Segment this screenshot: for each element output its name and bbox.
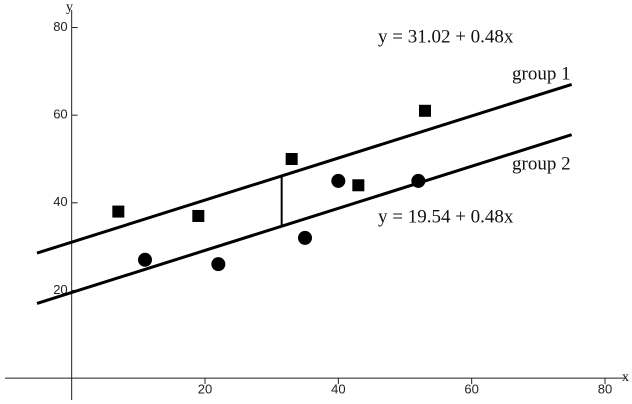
point [419,104,431,117]
point [192,209,205,222]
x-tick-label: 40 [331,382,345,397]
y-tick-label: 60 [53,107,67,122]
equation: y = 19.54 + 0.48x [378,206,514,227]
point [298,230,312,245]
point [352,179,365,192]
y-tick-label: 80 [53,19,67,34]
y-axis-label: y [66,0,73,15]
x-tick-label: 20 [198,382,212,397]
group-label: group 1 [512,63,571,84]
y-tick-label: 20 [53,282,67,297]
y-tick-label: 40 [53,194,67,209]
point [411,173,426,188]
point [285,152,298,165]
x-tick-label: 80 [598,382,612,397]
fit-line [36,133,573,305]
point [211,257,226,272]
point [138,252,152,267]
point [331,173,346,188]
fit-line [36,82,573,255]
x-tick-label: 60 [464,382,478,397]
group-label: group 2 [512,153,571,174]
x-axis-label: x [622,370,629,385]
equation: y = 31.02 + 0.48x [378,26,514,47]
point [112,205,125,218]
